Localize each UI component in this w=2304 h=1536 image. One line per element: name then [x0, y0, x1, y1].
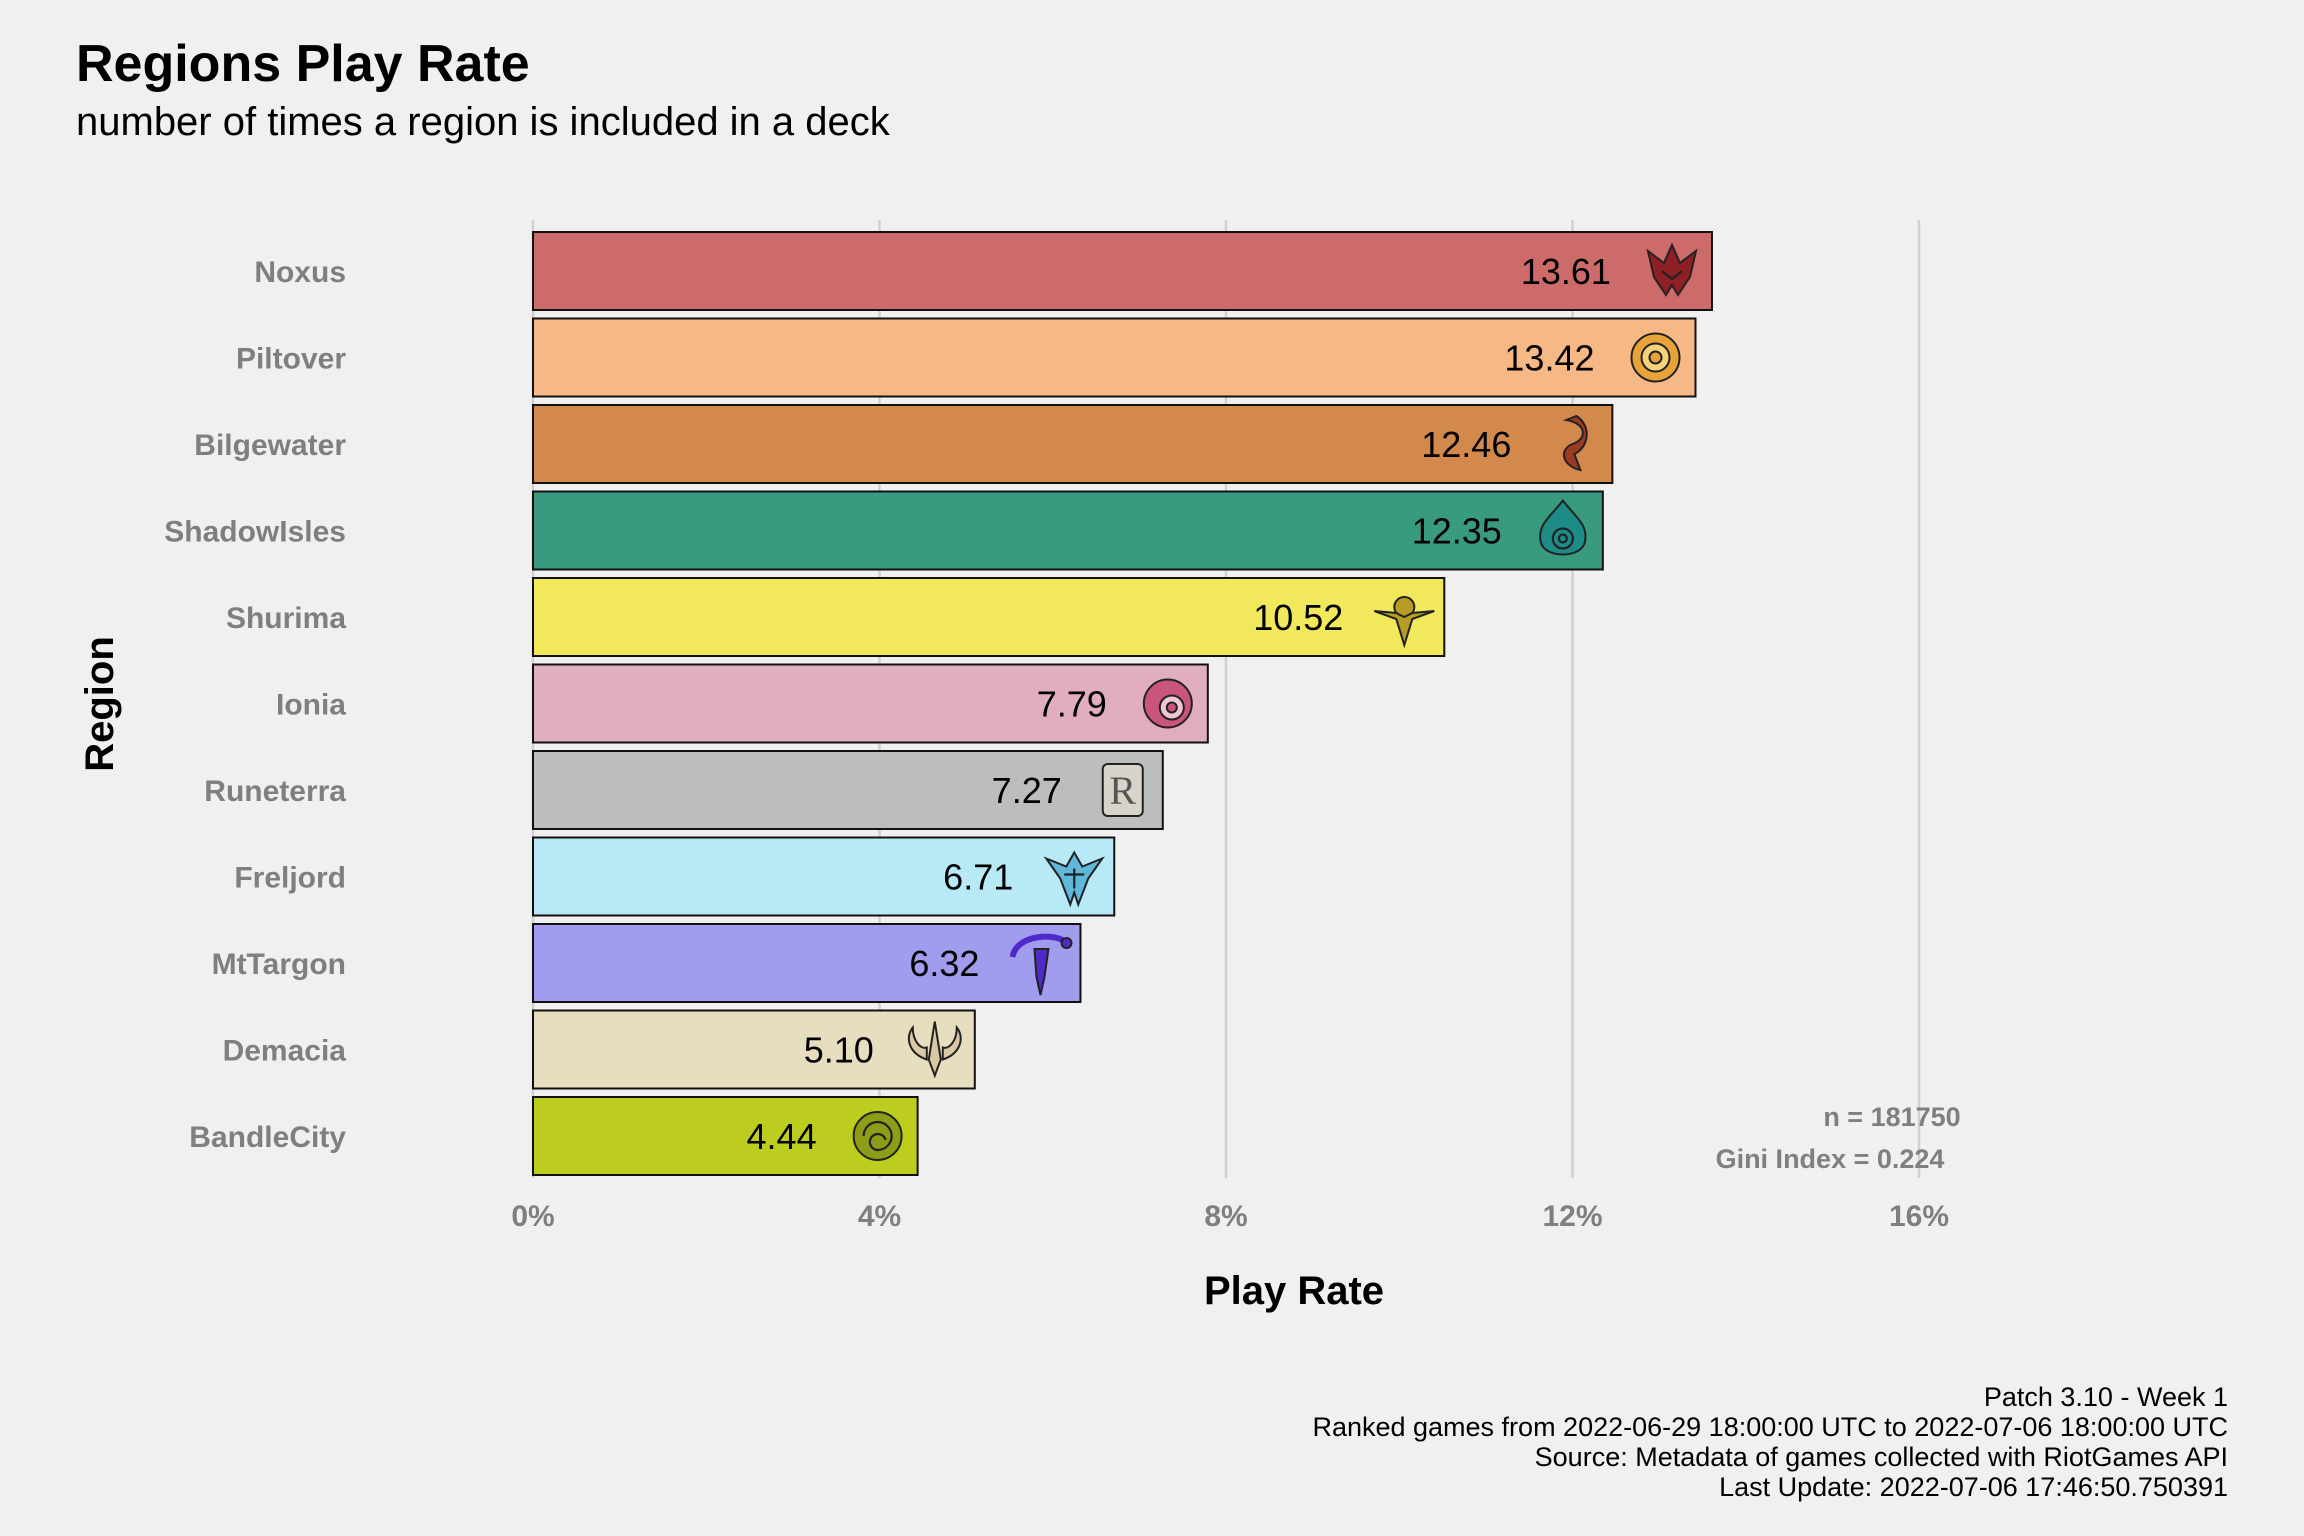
piltover-icon	[1630, 332, 1681, 383]
caption-updated: Last Update: 2022-07-06 17:46:50.750391	[1719, 1472, 2228, 1502]
bar-value-label: 6.32	[909, 943, 979, 984]
y-tick-label: Demacia	[223, 1035, 347, 1068]
bar	[532, 490, 1604, 571]
bar-value-label: 13.61	[1521, 251, 1611, 292]
x-tick-label: 0%	[511, 1200, 554, 1233]
bandlecity-icon	[852, 1111, 903, 1161]
bar	[532, 836, 1116, 917]
bar-value-label: 4.44	[747, 1116, 817, 1157]
ionia-icon	[1142, 678, 1193, 729]
bar	[532, 663, 1209, 744]
bar	[532, 404, 1614, 484]
shadowisles-icon	[1539, 498, 1587, 556]
freljord-icon	[1043, 850, 1105, 908]
bar	[532, 317, 1697, 398]
bar-group: 12.35	[532, 490, 1604, 571]
chart-subtitle: number of times a region is included in …	[76, 100, 890, 144]
bar-value-label: 6.71	[943, 857, 1013, 898]
bars: 13.61 13.42 12.46 12.35 10.52 7.79 7.27 R 6.71 6.…	[532, 231, 1713, 1176]
y-tick-labels: Noxus Piltover Bilgewater ShadowIsles Shurim…	[164, 256, 346, 1154]
caption-source: Source: Metadata of games collected with…	[1534, 1442, 2228, 1472]
y-tick-label: Piltover	[236, 343, 346, 376]
annotation-n: n = 181750	[1823, 1102, 1960, 1132]
x-tick-labels: 0% 4% 8% 12% 16%	[511, 1200, 1949, 1233]
y-tick-label: Ionia	[276, 689, 346, 722]
bar-group: 7.27 R	[532, 750, 1164, 830]
x-tick-label: 8%	[1204, 1200, 1247, 1233]
y-tick-label: Noxus	[254, 256, 346, 289]
bar-value-label: 10.52	[1253, 597, 1343, 638]
bar	[532, 577, 1446, 657]
y-axis-title: Region	[78, 636, 122, 772]
bar-group: 6.32	[532, 923, 1082, 1003]
bar	[532, 231, 1713, 311]
bar-group: 6.71	[532, 836, 1116, 917]
x-tick-label: 12%	[1542, 1200, 1602, 1233]
bar	[532, 923, 1082, 1003]
x-tick-label: 4%	[858, 1200, 901, 1233]
bar-value-label: 5.10	[804, 1030, 874, 1071]
y-tick-label: Runeterra	[204, 775, 346, 808]
x-axis-title: Play Rate	[1204, 1269, 1384, 1313]
caption-patch: Patch 3.10 - Week 1	[1983, 1382, 2228, 1412]
bar-value-label: 7.27	[992, 770, 1062, 811]
bar-group: 13.42	[532, 317, 1697, 398]
bilgewater-icon	[1562, 414, 1588, 472]
annotation-gini: Gini Index = 0.224	[1716, 1144, 1945, 1174]
noxus-icon	[1646, 242, 1698, 297]
x-tick-label: 16%	[1889, 1200, 1949, 1233]
y-tick-label: BandleCity	[189, 1121, 346, 1154]
bar	[532, 750, 1164, 830]
y-tick-label: MtTargon	[212, 948, 346, 981]
runeterra-icon: R	[1101, 763, 1144, 817]
demacia-icon	[907, 1021, 962, 1079]
runeterra-glyph: R	[1109, 768, 1136, 813]
bar-value-label: 12.46	[1421, 424, 1511, 465]
bar-value-label: 13.42	[1504, 338, 1594, 379]
y-tick-label: Freljord	[234, 862, 346, 895]
bar-group: 7.79	[532, 663, 1209, 744]
bar-group: 5.10	[532, 1009, 976, 1090]
bar	[532, 1009, 976, 1090]
caption-range: Ranked games from 2022-06-29 18:00:00 UT…	[1312, 1412, 2228, 1442]
bar-value-label: 12.35	[1412, 511, 1502, 552]
chart-title: Regions Play Rate	[76, 35, 530, 93]
caption: Patch 3.10 - Week 1 Ranked games from 20…	[1312, 1382, 2228, 1502]
bar-value-label: 7.79	[1037, 684, 1107, 725]
shurima-icon	[1373, 596, 1435, 649]
bar-group: 12.46	[532, 404, 1614, 484]
bar-group: 4.44	[532, 1096, 919, 1176]
bar-group: 10.52	[532, 577, 1446, 657]
y-tick-label: Bilgewater	[194, 429, 346, 462]
mttargon-icon	[1009, 933, 1073, 996]
y-tick-label: ShadowIsles	[164, 516, 346, 549]
bar-group: 13.61	[532, 231, 1713, 311]
y-tick-label: Shurima	[226, 602, 346, 635]
